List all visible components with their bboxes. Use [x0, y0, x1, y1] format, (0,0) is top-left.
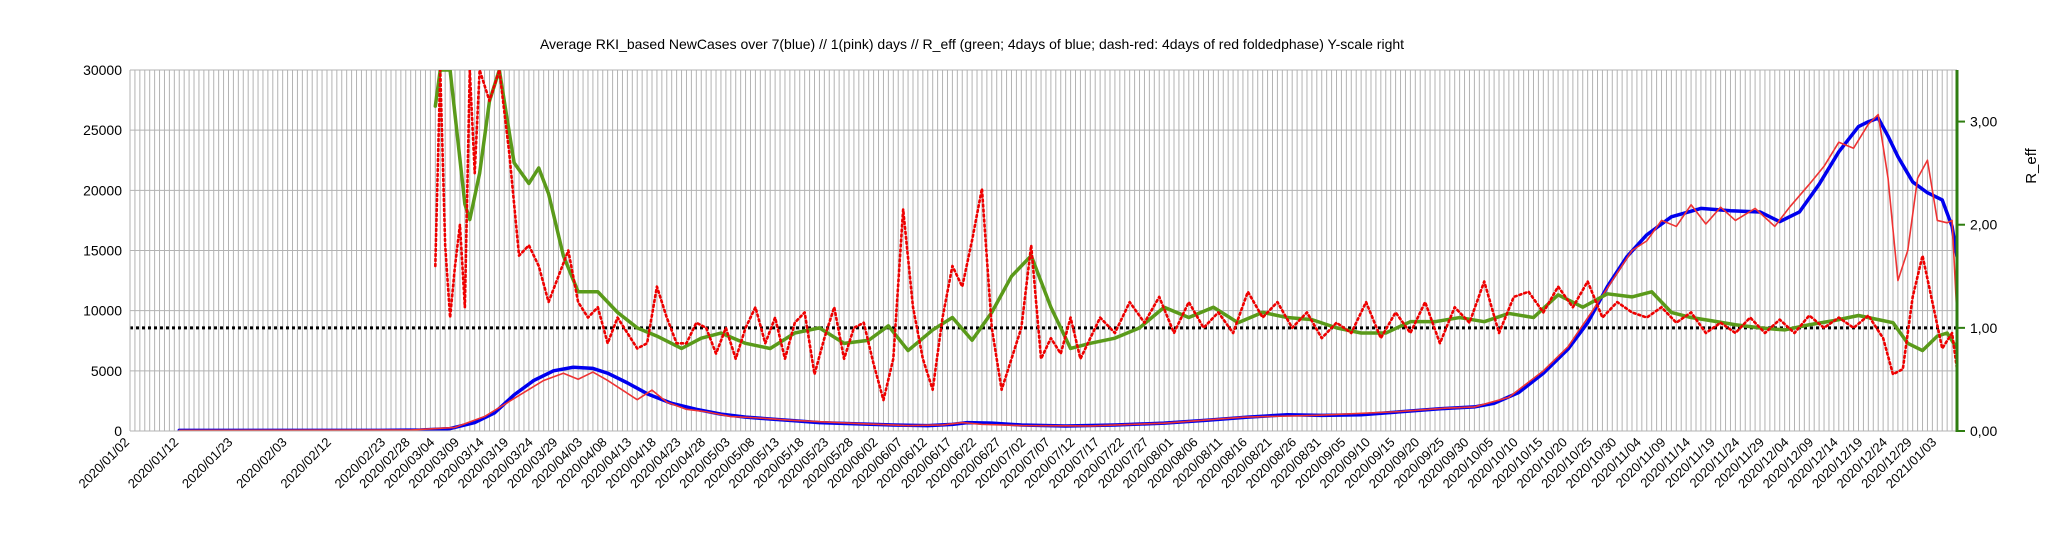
y-tick-label-left: 30000: [83, 62, 122, 78]
series-pink-1day-line: [178, 113, 1957, 431]
x-tick-label: 2020/01/12: [125, 435, 182, 492]
x-tick-label: 2020/01/23: [179, 435, 236, 492]
y-tick-label-left: 5000: [91, 363, 122, 379]
x-tick-label: 2020/01/02: [75, 435, 132, 492]
y-tick-label-right: 0,00: [1970, 423, 1997, 439]
y-tick-label-left: 10000: [83, 303, 122, 319]
y-tick-label-left: 0: [114, 423, 122, 439]
series-group: [177, 70, 1957, 431]
y-tick-label-left: 25000: [83, 122, 122, 138]
series-red-dotted-reff-line: [434, 70, 1957, 402]
chart-title: Average RKI_based NewCases over 7(blue) …: [540, 36, 1404, 52]
y-tick-label-right: 2,00: [1970, 217, 1997, 233]
grid: [129, 69, 1958, 432]
y-tick-label-left: 20000: [83, 182, 122, 198]
y-tick-label-right: 3,00: [1970, 114, 1997, 130]
y-tick-label-right: 1,00: [1970, 320, 1997, 336]
right-axis-label: R_eff: [2023, 147, 2040, 183]
y-tick-label-left: 15000: [83, 243, 122, 259]
